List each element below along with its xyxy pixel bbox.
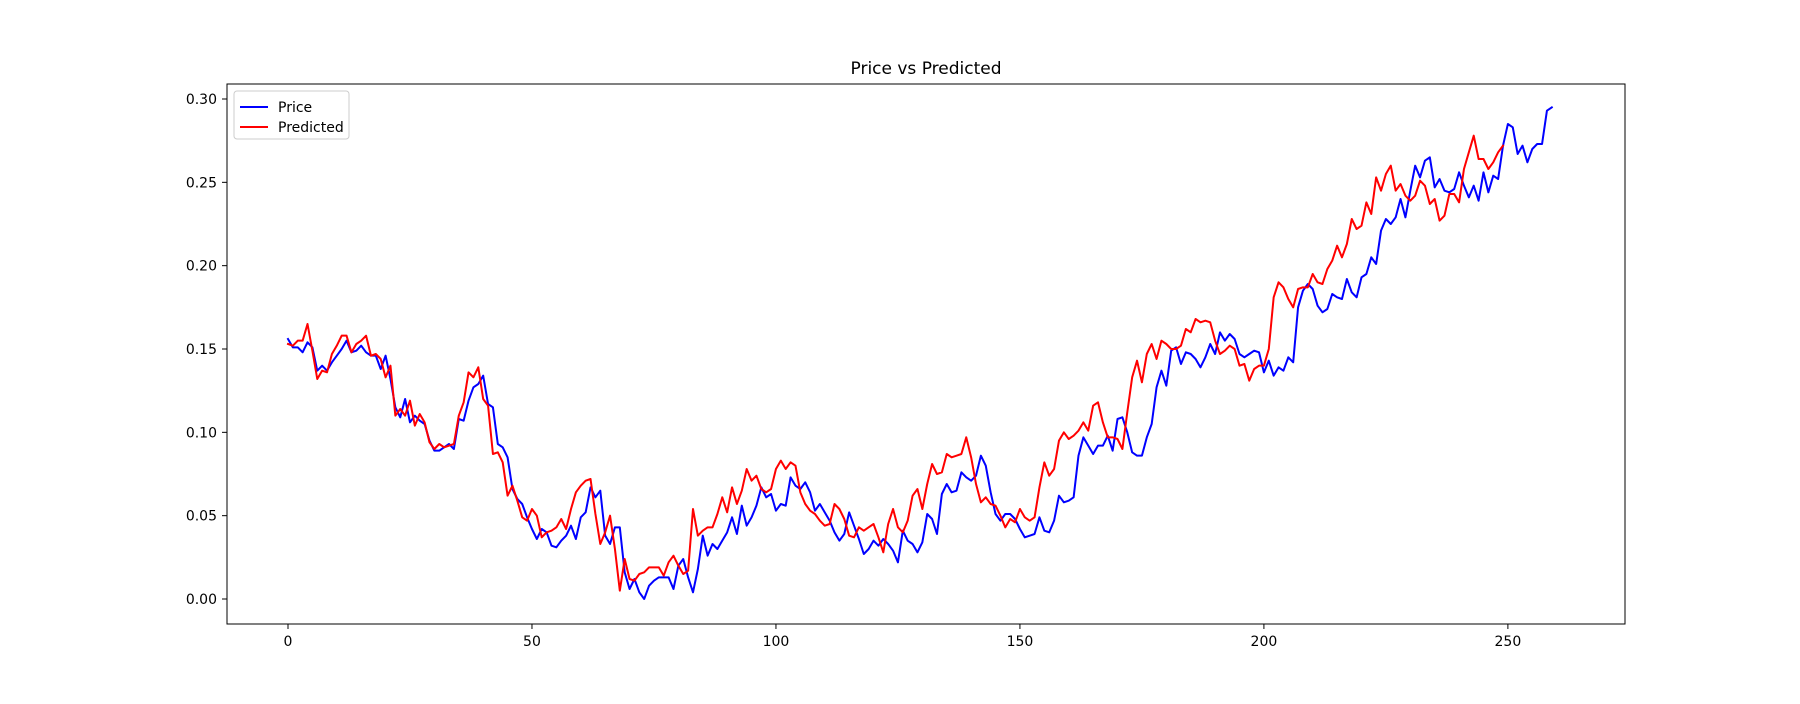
x-tick-label: 0 (284, 634, 293, 650)
axes-layer: 0 50 100 150 200 250 0.00 0.05 0.10 0.15 0.20 0.25 0… (186, 83, 1626, 650)
x-tick-label: 100 (763, 634, 790, 650)
y-tick-label: 0.20 (186, 259, 217, 275)
y-tick-label: 0.25 (186, 175, 217, 191)
x-tick-label: 200 (1251, 634, 1278, 650)
plot-frame (226, 83, 1626, 625)
legend: Price Predicted (233, 90, 350, 140)
legend-label-price: Price (278, 100, 312, 116)
x-tick-label: 50 (523, 634, 541, 650)
y-tick-label: 0.10 (186, 425, 217, 441)
x-tick-label: 250 (1495, 634, 1522, 650)
series-layer (286, 105, 1554, 600)
y-tick-label: 0.00 (186, 592, 217, 608)
y-tick-label: 0.15 (186, 342, 217, 358)
chart-title: Price vs Predicted (851, 59, 1002, 79)
y-tick-label: 0.30 (186, 92, 217, 108)
series-line-price (286, 105, 1554, 600)
legend-label-predicted: Predicted (278, 120, 344, 136)
x-tick-label: 150 (1007, 634, 1034, 650)
y-tick-label: 0.05 (186, 509, 217, 525)
series-line-predicted (286, 134, 1505, 592)
